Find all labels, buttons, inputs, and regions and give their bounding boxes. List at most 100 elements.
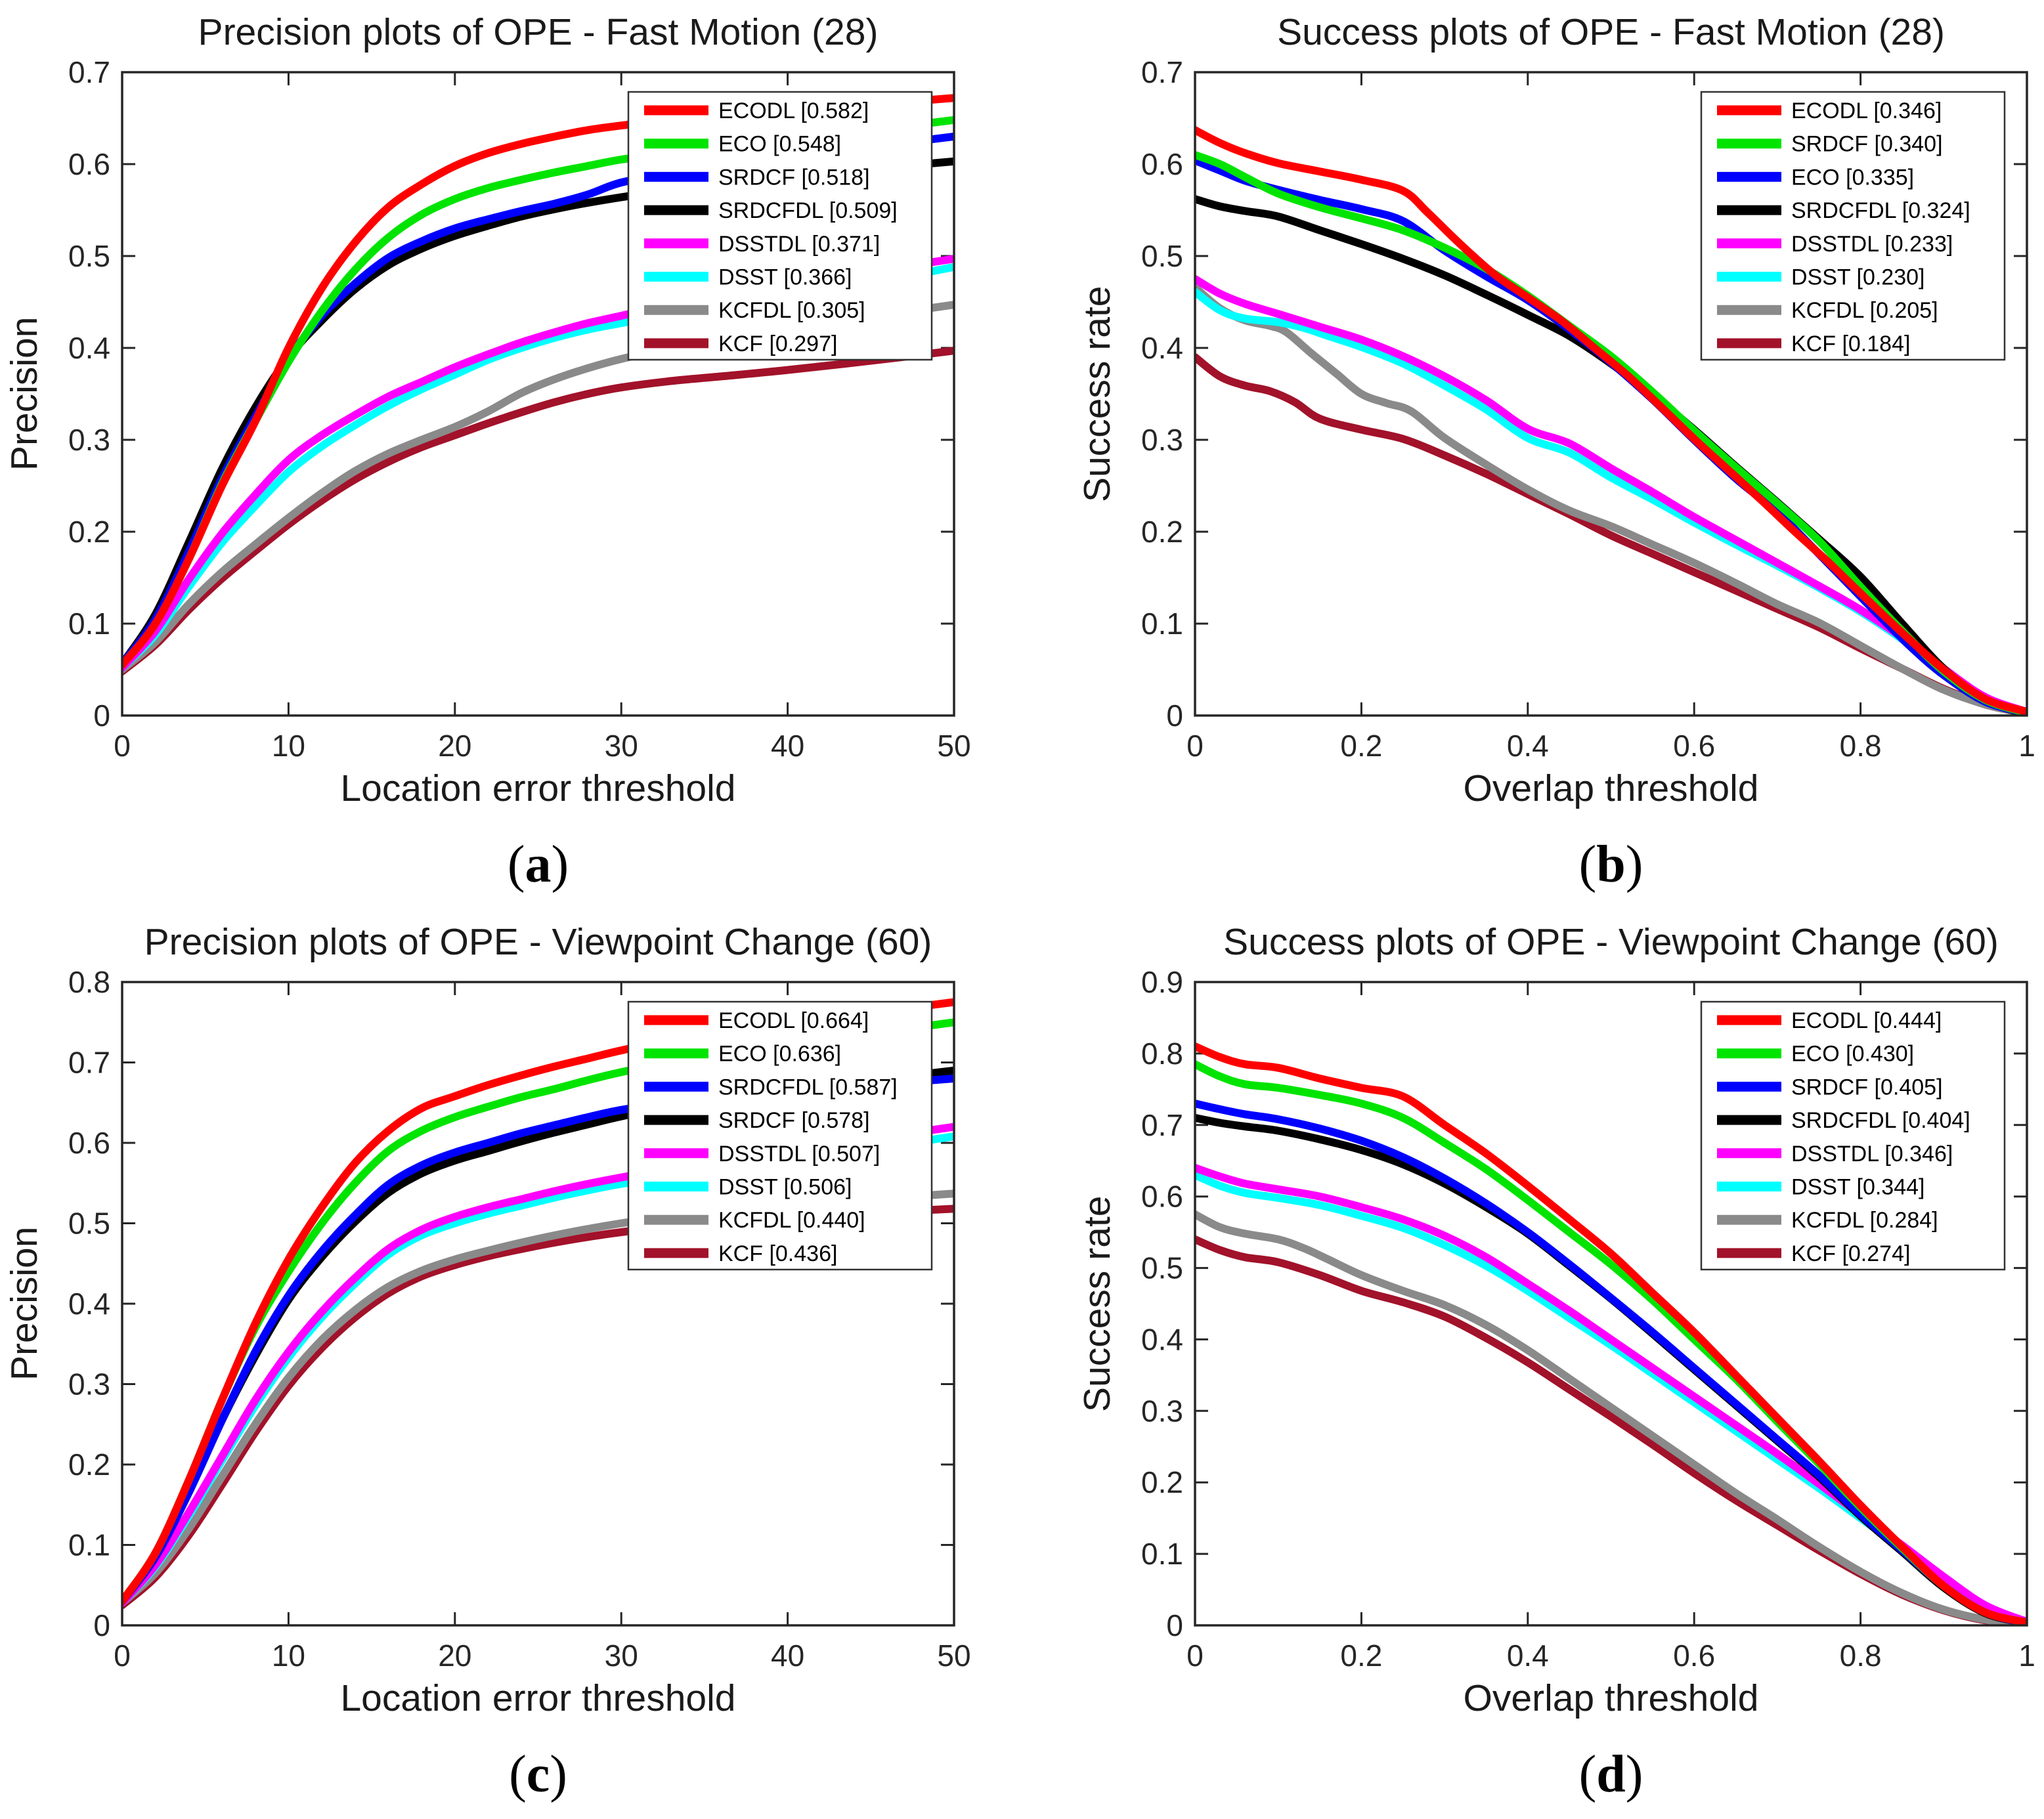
- legend-label: SRDCFDL [0.324]: [1791, 198, 1970, 223]
- chart-panel-c: Precision 0 10 20 30 40 50 0 0.1 0.2 0.3 0.4 0.5 0.6…: [0, 910, 1022, 1819]
- y-tick-label: 0.5: [1141, 239, 1183, 273]
- series-line-kcfdl: [1195, 283, 2027, 716]
- legend-label: ECODL [0.582]: [718, 98, 869, 123]
- y-tick-label: 0.4: [1141, 1322, 1183, 1356]
- legend-label: DSST [0.366]: [718, 265, 852, 290]
- subfigure-caption: (a): [122, 835, 954, 895]
- x-axis-label: Overlap threshold: [1463, 767, 1759, 809]
- legend-entry-dsstdl: DSSTDL [0.371]: [644, 232, 880, 257]
- y-tick-label: 0.2: [1141, 515, 1183, 549]
- caption-paren: (: [507, 836, 525, 893]
- legend-entry-kcfdl: KCFDL [0.440]: [644, 1208, 865, 1233]
- legend-label: KCF [0.436]: [718, 1241, 837, 1266]
- x-tick-label: 0.2: [1340, 729, 1382, 763]
- legend-entry-srdcf: SRDCF [0.578]: [644, 1108, 870, 1133]
- y-tick-label: 0.3: [1141, 1394, 1183, 1428]
- x-tick-label: 10: [272, 1638, 305, 1673]
- y-tick-label: 0.2: [68, 1447, 110, 1482]
- legend-label: KCFDL [0.284]: [1791, 1208, 1938, 1233]
- legend-entry-dsstdl: DSSTDL [0.346]: [1717, 1142, 1953, 1166]
- legend-label: DSST [0.230]: [1791, 265, 1925, 290]
- subfigure-caption: (b): [1195, 835, 2027, 895]
- y-tick-label: 0.4: [68, 1287, 110, 1321]
- legend-label: DSST [0.344]: [1791, 1175, 1925, 1200]
- x-tick-label: 1: [2018, 1638, 2035, 1673]
- legend-border: [1700, 1000, 2006, 1271]
- axis-ticks: 0 0.2 0.4 0.6 0.8 1 0 0.1 0.2 0.3 0.4 0.5 0.6 0.7 0.8 0…: [1141, 965, 2035, 1673]
- y-tick-label: 0.3: [1141, 423, 1183, 457]
- y-tick-label: 0.6: [1141, 147, 1183, 181]
- legend-entry-srdcfdl: SRDCFDL [0.404]: [1717, 1108, 1970, 1133]
- y-tick-label: 0.2: [1141, 1465, 1183, 1499]
- subfigure-caption: (c): [122, 1745, 954, 1805]
- legend-label: KCFDL [0.440]: [718, 1208, 865, 1233]
- x-tick-label: 0.8: [1840, 729, 1882, 763]
- axis-ticks: 0 0.2 0.4 0.6 0.8 1 0 0.1 0.2 0.3 0.4 0.5 0.6 0.7: [1141, 55, 2035, 763]
- y-tick-label: 0.1: [1141, 607, 1183, 641]
- x-tick-label: 0.6: [1673, 1638, 1715, 1673]
- legend-entry-eco: ECO [0.335]: [1717, 165, 1914, 190]
- legend-label: SRDCF [0.578]: [718, 1108, 870, 1133]
- chart-title: Precision plots of OPE - Viewpoint Chang…: [144, 921, 932, 963]
- legend-entry-dsst: DSST [0.366]: [644, 265, 852, 290]
- caption-letter: c: [526, 1745, 550, 1803]
- plot-border: [121, 981, 955, 1627]
- legend-label: ECO [0.636]: [718, 1042, 841, 1067]
- y-tick-label: 0: [1166, 698, 1183, 733]
- x-axis-label: Location error threshold: [340, 1677, 736, 1719]
- axis-ticks: 0 10 20 30 40 50 0 0.1 0.2 0.3 0.4 0.5 0.6 0.7: [68, 55, 971, 763]
- caption-letter: d: [1596, 1745, 1626, 1803]
- y-tick-label: 0.4: [68, 331, 110, 365]
- legend-label: KCFDL [0.205]: [1791, 298, 1938, 323]
- x-tick-label: 50: [937, 729, 970, 763]
- y-tick-label: 0.7: [68, 1046, 110, 1080]
- x-tick-label: 0: [1186, 1638, 1204, 1673]
- legend-entry-srdcf: SRDCF [0.405]: [1717, 1075, 1943, 1100]
- legend-label: SRDCFDL [0.404]: [1791, 1108, 1970, 1133]
- legend-label: ECODL [0.664]: [718, 1008, 869, 1033]
- y-tick-label: 0.6: [1141, 1180, 1183, 1214]
- y-tick-label: 0.7: [1141, 55, 1183, 89]
- legend-entry-srdcf: SRDCF [0.340]: [1717, 132, 1943, 157]
- series-line-kcf: [122, 347, 954, 675]
- x-tick-label: 0: [114, 729, 131, 763]
- caption-paren: ): [550, 1745, 567, 1803]
- x-tick-label: 0.4: [1507, 729, 1549, 763]
- x-tick-label: 40: [771, 729, 804, 763]
- series-line-kcf: [1195, 353, 2027, 716]
- legend-border: [1700, 91, 2006, 361]
- y-tick-label: 0.7: [68, 55, 110, 89]
- chart-panel-a: Precision 0 10 20 30 40 50 0 0.1 0.2 0.3 0.4 0.5 0.6…: [0, 0, 1022, 909]
- x-tick-label: 0.8: [1840, 1638, 1882, 1673]
- plot-area: 0 0.2 0.4 0.6 0.8 1 0 0.1 0.2 0.3 0.4 0.5 0.6 0.7 0.8 0…: [1141, 965, 2035, 1673]
- legend-box: ECODL [0.444] ECO [0.430] SRDCF [0.405] SRD…: [1700, 1000, 2006, 1271]
- legend-entry-srdcfdl: SRDCFDL [0.324]: [1717, 198, 1970, 223]
- y-tick-label: 0.5: [1141, 1251, 1183, 1285]
- legend-label: SRDCFDL [0.587]: [718, 1075, 898, 1100]
- legend-label: DSSTDL [0.233]: [1791, 232, 1953, 257]
- caption-paren: ): [1625, 836, 1643, 893]
- y-tick-label: 0.8: [68, 965, 110, 999]
- legend-label: ECO [0.548]: [718, 132, 841, 157]
- plot-area: 0 10 20 30 40 50 0 0.1 0.2 0.3 0.4 0.5 0.6 0.7 0.8 ECOD…: [68, 965, 971, 1673]
- caption-paren: (: [1578, 836, 1597, 893]
- legend-label: KCF [0.297]: [718, 332, 837, 356]
- legend-entry-ecodl: ECODL [0.664]: [644, 1008, 869, 1033]
- chart-panel-d: Success rate 0 0.2 0.4 0.6 0.8 1 0 0.1 0.2 0.3 0.4…: [1022, 910, 2044, 1819]
- plot-border: [121, 71, 955, 717]
- legend-label: DSSTDL [0.507]: [718, 1142, 880, 1166]
- legend-entry-eco: ECO [0.636]: [644, 1042, 841, 1067]
- x-tick-label: 50: [937, 1638, 970, 1673]
- legend-label: DSST [0.506]: [718, 1175, 852, 1200]
- plot-border: [1194, 981, 2028, 1627]
- legend-entry-ecodl: ECODL [0.444]: [1717, 1008, 1942, 1033]
- legend-label: SRDCF [0.340]: [1791, 132, 1943, 157]
- legend-entry-dsst: DSST [0.344]: [1717, 1175, 1925, 1200]
- legend-entry-eco: ECO [0.548]: [644, 132, 841, 157]
- plot-area: 0 10 20 30 40 50 0 0.1 0.2 0.3 0.4 0.5 0.6 0.7 ECODL […: [68, 55, 971, 763]
- x-tick-label: 0: [114, 1638, 131, 1673]
- legend-entry-dsst: DSST [0.506]: [644, 1175, 852, 1200]
- y-tick-label: 0.5: [68, 239, 110, 273]
- y-tick-label: 0.8: [1141, 1037, 1183, 1071]
- chart-title: Precision plots of OPE - Fast Motion (28…: [198, 11, 879, 53]
